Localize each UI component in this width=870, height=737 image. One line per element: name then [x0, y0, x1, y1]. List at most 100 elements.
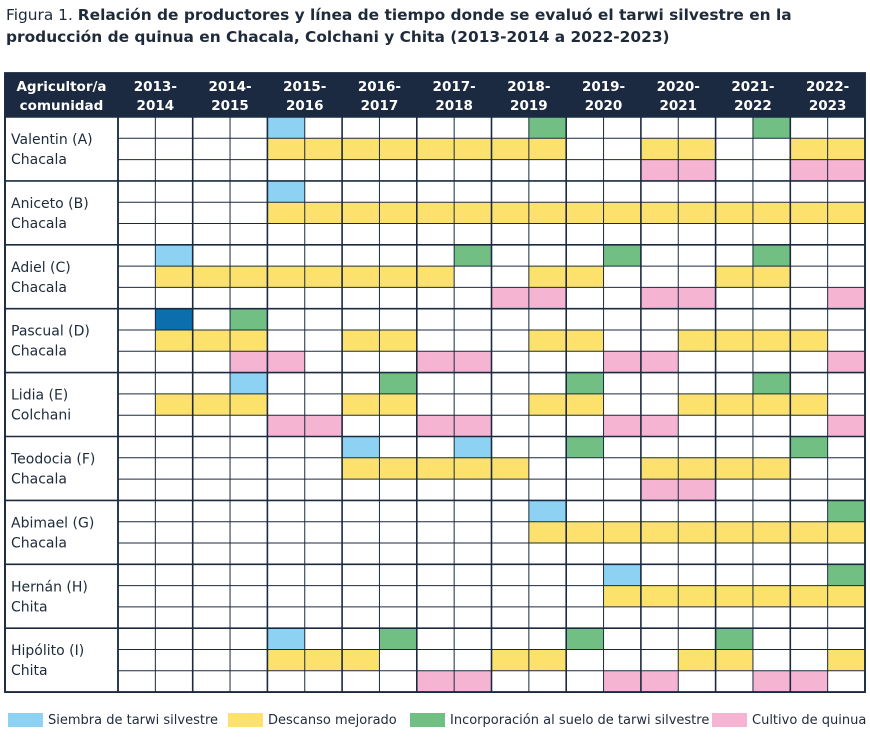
cell-descanso — [379, 202, 417, 224]
cell-descanso — [491, 138, 529, 160]
season-label-start: 2016- — [358, 79, 401, 95]
cell-descanso — [566, 330, 604, 352]
season-label-end: 2020 — [585, 98, 623, 114]
cell-descanso — [678, 393, 716, 416]
cell-descanso — [640, 138, 679, 160]
cell-cultivo — [304, 415, 343, 437]
farmer-name: Valentin (A) — [11, 132, 93, 148]
farmer-name: Pascual (D) — [11, 324, 90, 340]
cell-descanso — [342, 266, 380, 288]
cell-siembra — [230, 372, 268, 394]
cell-descanso — [715, 521, 753, 543]
farmer-name: Teodocia (F) — [10, 452, 95, 468]
cell-incorporacion — [790, 436, 828, 458]
cell-descanso — [603, 202, 641, 224]
cell-descanso — [491, 202, 529, 224]
season-label-start: 2021- — [731, 79, 774, 95]
farmer-name: Hipólito (I) — [11, 643, 84, 659]
cell-descanso — [416, 266, 455, 288]
season-label-end: 2014 — [137, 98, 175, 114]
cell-descanso — [491, 457, 529, 480]
season-label-end: 2017 — [361, 98, 399, 114]
legend-label: Descanso mejorado — [268, 712, 397, 728]
cell-descanso — [678, 649, 716, 671]
legend-item-descanso: Descanso mejorado — [228, 710, 397, 730]
cell-cultivo — [230, 351, 268, 373]
cell-descanso — [304, 138, 343, 160]
cell-siembra — [155, 244, 193, 267]
figure-label: Figura 1. — [6, 6, 73, 24]
cell-descanso — [715, 202, 753, 224]
cell-descanso — [640, 457, 679, 480]
cell-descanso — [715, 457, 753, 480]
cell-cultivo — [640, 159, 679, 181]
cell-descanso — [678, 138, 716, 160]
legend-swatch-siembra — [8, 713, 43, 727]
cell-descanso — [715, 393, 753, 416]
cell-incorporacion — [566, 372, 604, 394]
cell-cultivo — [603, 670, 641, 693]
cell-descanso — [155, 393, 193, 416]
cell-descanso — [267, 202, 305, 224]
cell-descanso — [678, 202, 716, 224]
season-label-start: 2022- — [806, 79, 849, 95]
cell-descanso — [267, 266, 305, 288]
header-community-label: comunidad — [20, 98, 104, 114]
cell-descanso — [827, 521, 865, 543]
season-label-end: 2018 — [435, 98, 473, 114]
cell-incorporacion — [566, 628, 604, 650]
cell-descanso — [304, 266, 343, 288]
farmer-community: Chacala — [11, 216, 67, 232]
legend-label: Siembra de tarwi silvestre — [48, 712, 219, 728]
cell-cultivo — [640, 287, 679, 309]
cell-descanso — [827, 585, 865, 607]
cell-descanso — [342, 457, 380, 480]
cell-cultivo — [454, 670, 492, 693]
cell-descanso — [342, 202, 380, 224]
cell-incorporacion — [230, 308, 268, 330]
cell-descanso — [715, 649, 753, 671]
cell-incorporacion — [528, 117, 567, 139]
farmer-community: Chacala — [11, 152, 67, 168]
cell-descanso — [304, 202, 343, 224]
cell-descanso — [752, 330, 791, 352]
cell-descanso — [752, 202, 791, 224]
cell-incorporacion — [566, 436, 604, 458]
season-label-start: 2013- — [134, 79, 177, 95]
cell-descanso — [752, 393, 791, 416]
farmer-community: Chita — [11, 599, 48, 615]
cell-descanso — [379, 138, 417, 160]
cell-descanso — [491, 649, 529, 671]
cell-descanso — [715, 585, 753, 607]
cell-descanso — [528, 330, 567, 352]
season-label-start: 2018- — [507, 79, 550, 95]
cell-cultivo — [678, 287, 716, 309]
cell-cultivo — [827, 351, 865, 373]
cell-descanso — [342, 393, 380, 416]
cell-cultivo — [267, 351, 305, 373]
season-label-end: 2023 — [809, 98, 847, 114]
cell-incorporacion — [827, 564, 865, 586]
timeline-table: Agricultor/a comunidad 2013- 2014 2014- 2015 2… — [4, 72, 866, 693]
cell-cultivo — [454, 351, 492, 373]
legend-label: Incorporación al suelo de tarwi silvestr… — [450, 712, 710, 728]
cell-siembra — [267, 628, 305, 650]
cell-descanso — [790, 393, 828, 416]
cell-incorporacion — [454, 244, 492, 267]
farmer-community: Chacala — [11, 535, 67, 551]
cell-cultivo — [416, 415, 455, 437]
cell-descanso — [230, 393, 268, 416]
cell-descanso — [379, 330, 417, 352]
cell-descanso — [715, 266, 753, 288]
cell-descanso — [827, 649, 865, 671]
cell-descanso — [454, 457, 492, 480]
season-label-start: 2020- — [657, 79, 700, 95]
cell-incorporacion — [827, 500, 865, 522]
cell-siembra — [603, 564, 641, 586]
cell-descanso — [230, 266, 268, 288]
cell-descanso — [528, 393, 567, 416]
cell-cultivo — [790, 159, 828, 181]
cell-descanso — [678, 457, 716, 480]
cell-siembra — [267, 180, 305, 203]
cell-descanso — [528, 521, 567, 543]
